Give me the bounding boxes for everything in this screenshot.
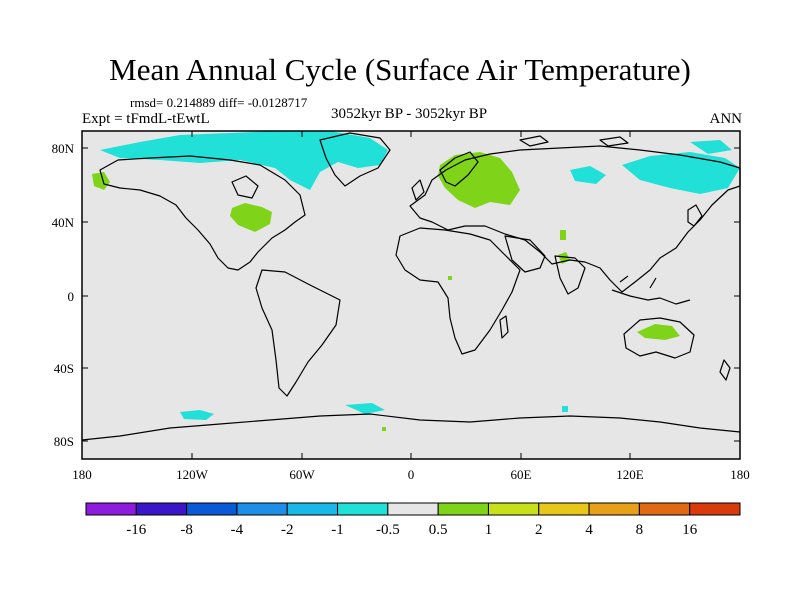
cool-patch-east-asia — [622, 152, 740, 194]
warm-patch-asia-small — [560, 230, 566, 240]
lon-tick-label: 60E — [511, 467, 532, 482]
cool-patch-siberia — [570, 166, 606, 184]
warm-patch-north-america — [230, 203, 272, 232]
lon-tick-label: 0 — [408, 467, 415, 482]
india-coast — [554, 255, 586, 295]
north-america-coast — [99, 155, 306, 271]
greenland-coast — [319, 132, 391, 187]
map-background — [82, 131, 740, 459]
lon-tick-label: 60W — [289, 467, 315, 482]
cool-patch-arctic-east — [690, 140, 732, 154]
colorbar-label: 2 — [535, 522, 543, 538]
arabia-coast — [504, 235, 546, 273]
colorbar-label: 16 — [682, 522, 698, 538]
colorbar-swatch — [286, 502, 339, 516]
africa-coast — [395, 227, 521, 355]
arctic-islands — [519, 135, 629, 147]
lat-tick-labels: 80N 40N 0 40S 80S — [52, 141, 75, 449]
warm-patch-australia — [637, 324, 680, 340]
japan-coast — [687, 204, 703, 227]
lon-tick-label: 120W — [176, 467, 209, 482]
experiment-label: Expt = tFmdL-tEwtL — [82, 111, 210, 127]
colorbar-label: -8 — [180, 522, 193, 538]
coastlines — [81, 132, 741, 441]
colorbar-label: -0.5 — [376, 522, 400, 538]
warm-patch-antarctic — [382, 427, 386, 431]
colorbar-label: -4 — [231, 522, 244, 538]
colorbar-swatch — [437, 502, 489, 516]
warm-patch-africa-small — [448, 276, 452, 280]
warm-patch-europe — [438, 152, 520, 208]
lon-tick-labels: 180 120W 60W 0 60E 120E 180 — [72, 467, 750, 482]
colorbar-label: -16 — [126, 522, 146, 538]
southeast-asia-islands — [611, 275, 691, 305]
warm-patch-alaska — [92, 172, 110, 190]
colorbar-swatch — [387, 502, 439, 516]
warm-anomaly-regions — [92, 152, 680, 431]
madagascar-coast — [499, 315, 509, 339]
colorbar-label: 0.5 — [429, 522, 448, 538]
colorbar-swatch — [638, 502, 691, 516]
colorbar-swatch — [236, 502, 288, 516]
lat-ticks — [82, 147, 740, 442]
period-label: 3052kyr BP - 3052kyr BP — [330, 106, 488, 122]
new-zealand-coast — [719, 359, 731, 381]
hudson-bay — [231, 175, 259, 199]
lat-tick-label: 80S — [54, 434, 74, 449]
colorbar-label: 1 — [485, 522, 493, 538]
south-america-coast — [255, 269, 341, 397]
colorbar-label: 4 — [585, 522, 593, 538]
europe-asia-coast — [409, 145, 741, 293]
colorbar-swatch — [337, 502, 389, 516]
cool-anomaly-regions — [100, 131, 740, 420]
australia-coast — [623, 317, 695, 359]
scandinavia-coast — [439, 151, 479, 187]
colorbar-swatch — [538, 502, 590, 516]
colorbar-swatch — [186, 502, 238, 516]
lat-tick-label: 0 — [68, 289, 75, 304]
cool-patch-antarctic-indian — [562, 406, 568, 412]
season-label: ANN — [709, 111, 743, 127]
colorbar-swatch — [135, 502, 188, 516]
colorbar-label: -2 — [281, 522, 294, 538]
cool-patch-antarctic-atlantic — [345, 403, 385, 414]
lon-tick-label: 180 — [72, 467, 92, 482]
uk-coast — [411, 179, 425, 201]
lat-tick-label: 80N — [52, 141, 75, 156]
colorbar-swatch — [85, 502, 137, 516]
colorbar-labels: -16 -8 -4 -2 -1 -0.5 0.5 1 2 4 8 16 — [126, 522, 697, 538]
colorbar-swatch — [588, 502, 640, 516]
stats-text: rmsd= 0.214889 diff= -0.0128717 — [130, 95, 308, 110]
colorbar-label: -1 — [331, 522, 344, 538]
colorbar-swatch — [689, 502, 741, 516]
lat-tick-label: 40S — [54, 361, 74, 376]
antarctica-coast — [81, 413, 741, 441]
chart-title: Mean Annual Cycle (Surface Air Temperatu… — [109, 52, 691, 87]
lon-tick-label: 120E — [616, 467, 644, 482]
colorbar — [85, 502, 741, 516]
lon-tick-label: 180 — [730, 467, 750, 482]
colorbar-swatch — [487, 502, 540, 516]
lon-ticks — [81, 131, 741, 459]
cool-patch-antarctic-pacific — [180, 410, 214, 420]
colorbar-label: 8 — [636, 522, 644, 538]
lat-tick-label: 40N — [52, 215, 75, 230]
cool-patch-arctic-canada — [100, 131, 388, 190]
